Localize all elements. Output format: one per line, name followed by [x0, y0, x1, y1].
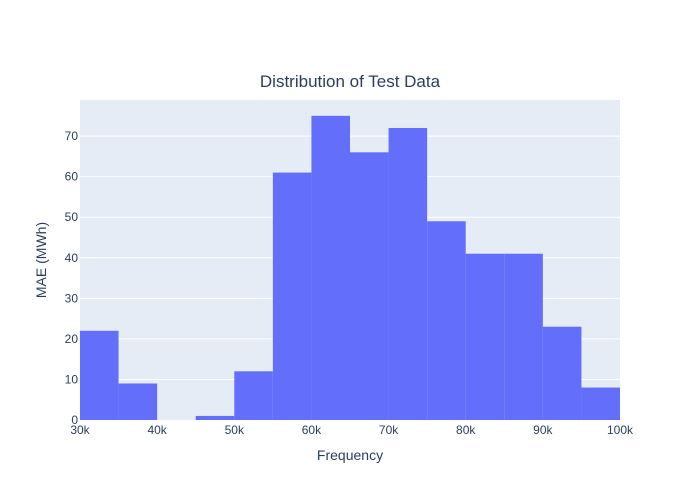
histogram-bar	[427, 221, 466, 420]
histogram-bar	[542, 326, 582, 420]
y-tick-label: 50	[65, 210, 79, 224]
histogram-bar	[80, 330, 119, 420]
x-tick-label: 50k	[225, 423, 245, 437]
x-tick-label: 60k	[302, 423, 322, 437]
histogram-bar	[195, 415, 235, 420]
x-tick-label: 30k	[70, 423, 90, 437]
x-tick-label: 40k	[147, 423, 167, 437]
histogram-bar	[272, 172, 312, 420]
bars	[80, 115, 620, 420]
x-tick-label: 80k	[456, 423, 476, 437]
y-tick-label: 0	[71, 413, 78, 427]
histogram-bar	[234, 371, 273, 420]
y-tick-label: 60	[65, 170, 79, 184]
histogram-bar	[388, 127, 428, 420]
histogram-bar	[465, 253, 505, 420]
chart-title: Distribution of Test Data	[260, 72, 441, 91]
x-axis-ticks: 30k 40k 50k 60k 70k 80k 90k 100k	[70, 423, 634, 437]
x-tick-label: 70k	[379, 423, 399, 437]
y-tick-label: 40	[65, 251, 79, 265]
histogram-bar	[581, 387, 620, 420]
histogram-bar	[118, 383, 158, 420]
histogram-bar	[311, 115, 350, 420]
y-axis-ticks: 0 10 20 30 40 50 60 70	[65, 129, 79, 427]
y-tick-label: 10	[65, 372, 79, 386]
x-axis-title: Frequency	[317, 447, 383, 463]
x-tick-label: 90k	[533, 423, 553, 437]
x-tick-label: 100k	[607, 423, 634, 437]
y-tick-label: 30	[65, 291, 79, 305]
histogram-bar	[350, 152, 389, 420]
histogram-bar	[504, 253, 543, 420]
y-tick-label: 70	[65, 129, 79, 143]
y-tick-label: 20	[65, 332, 79, 346]
y-axis-title: MAE (MWh)	[33, 222, 49, 298]
